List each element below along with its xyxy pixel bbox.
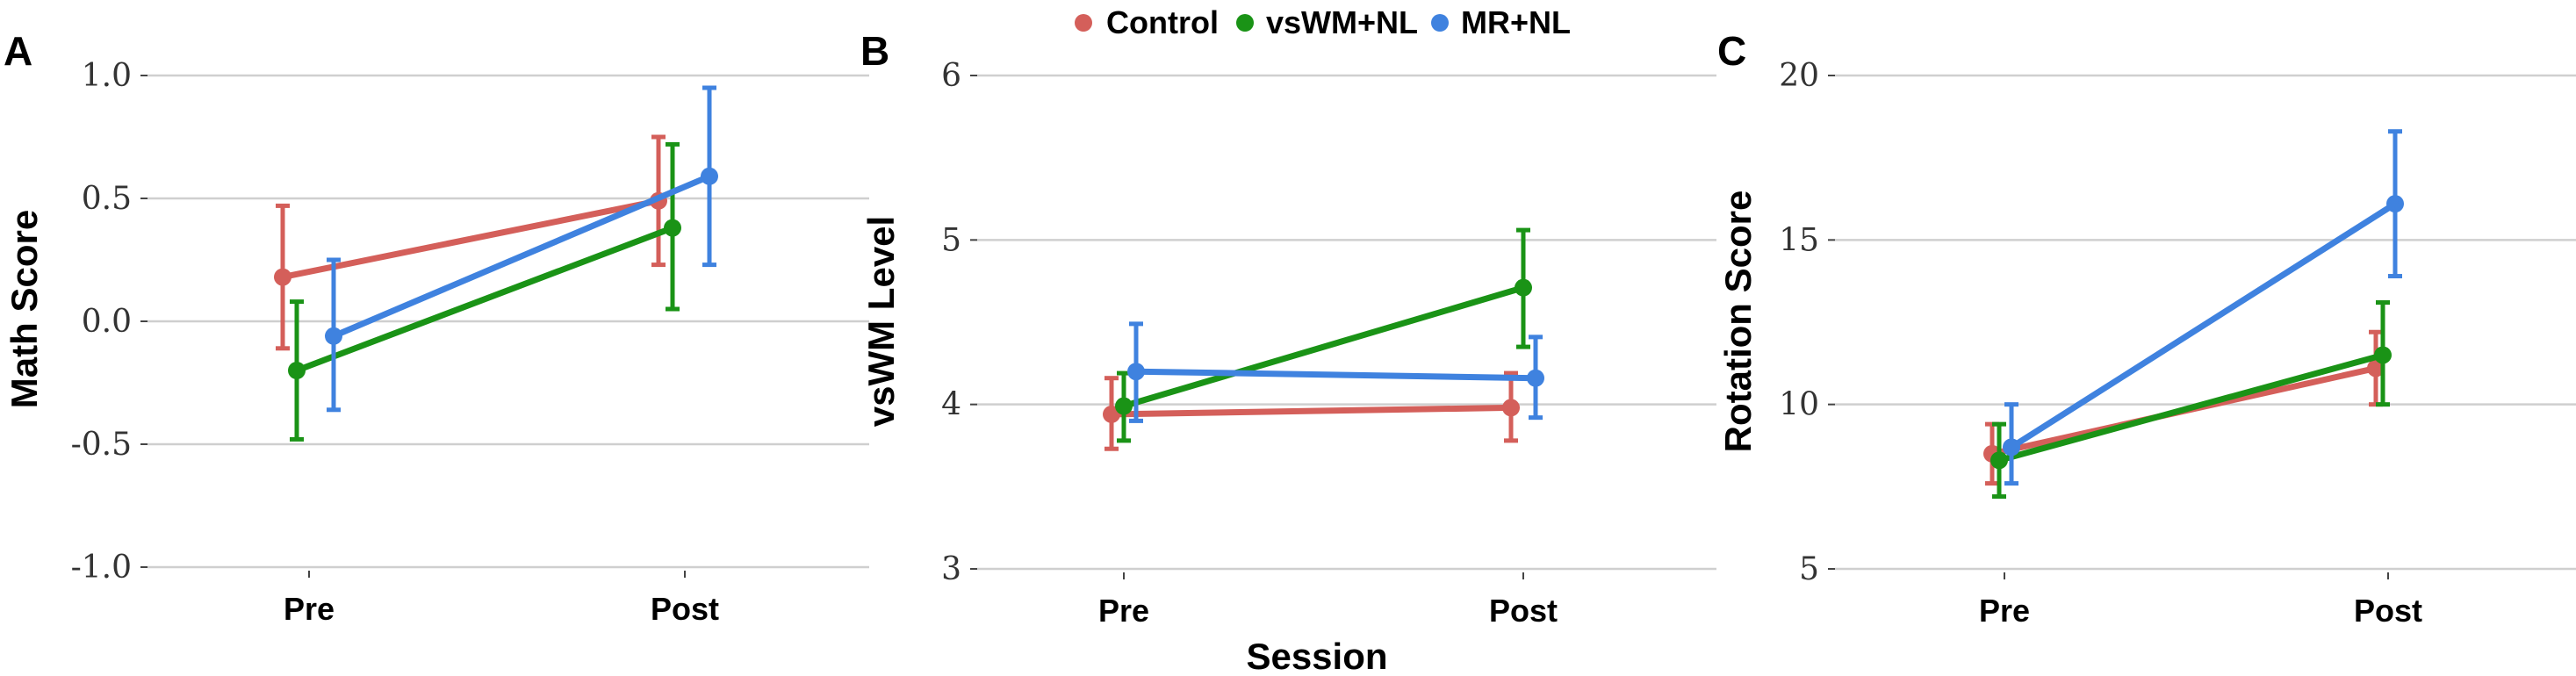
series-line-mr-nl-a bbox=[330, 173, 713, 340]
panel-b: B vsWM Level 3 4 5 6 Pre Post bbox=[860, 28, 1716, 629]
data-point-control-a bbox=[274, 268, 291, 286]
y-tick-label-a: 0.0 bbox=[82, 304, 132, 340]
x-axis-label: Session bbox=[1246, 636, 1387, 676]
y-tick-label-c: 20 bbox=[1779, 58, 1819, 94]
y-tick-label-a: -0.5 bbox=[71, 427, 132, 463]
data-point-control-b bbox=[1502, 399, 1520, 417]
series-line-vswm-nl-c bbox=[1996, 351, 2386, 464]
panel-letter-c: C bbox=[1717, 28, 1746, 74]
panel-letter-b: B bbox=[860, 28, 889, 74]
legend-item-control: Control bbox=[1075, 4, 1219, 40]
data-point-control-b bbox=[1103, 405, 1120, 423]
y-tick-label-b: 5 bbox=[941, 222, 961, 258]
y-tick-label-b: 3 bbox=[941, 551, 961, 587]
y-axis-label-b: vsWM Level bbox=[860, 216, 902, 427]
legend-label-control: Control bbox=[1106, 4, 1219, 40]
data-point-vswm-nl-b bbox=[1115, 397, 1133, 415]
y-tick-label-c: 10 bbox=[1779, 387, 1819, 423]
data-point-mr-nl-a bbox=[701, 167, 718, 185]
data-point-mr-nl-b bbox=[1127, 363, 1145, 381]
legend: Control vsWM+NL MR+NL bbox=[1075, 4, 1571, 40]
series-line-mr-nl-b bbox=[1133, 368, 1539, 382]
plot-area-b: 3 4 5 6 Pre Post bbox=[941, 58, 1716, 629]
y-tick-label-a: 1.0 bbox=[82, 58, 132, 94]
x-tick-label-b: Post bbox=[1489, 593, 1558, 629]
x-tick-label-c: Post bbox=[2354, 593, 2422, 629]
x-tick-label-b: Pre bbox=[1098, 593, 1149, 629]
series-line-control-a bbox=[279, 198, 662, 281]
data-point-vswm-nl-c bbox=[2374, 346, 2392, 364]
legend-label-vswm-nl: vsWM+NL bbox=[1266, 4, 1418, 40]
data-point-vswm-nl-b bbox=[1515, 278, 1532, 297]
panel-a: A Math Score -1.0 -0.5 0.0 0.5 1.0 Pre Post bbox=[4, 28, 869, 627]
y-tick-label-c: 15 bbox=[1779, 222, 1819, 258]
y-tick-label-c: 5 bbox=[1799, 551, 1819, 587]
y-tick-label-a: 0.5 bbox=[82, 181, 132, 217]
y-tick-label-b: 4 bbox=[941, 387, 961, 423]
y-tick-label-b: 6 bbox=[941, 58, 961, 94]
y-axis-label-a: Math Score bbox=[4, 210, 45, 408]
data-point-mr-nl-c bbox=[2386, 195, 2404, 213]
data-point-vswm-nl-a bbox=[288, 362, 306, 379]
data-point-mr-nl-a bbox=[325, 327, 342, 345]
plot-area-c: 5 10 15 20 Pre Post bbox=[1779, 58, 2576, 629]
y-tick-label-a: -1.0 bbox=[71, 550, 132, 586]
data-point-mr-nl-b bbox=[1527, 369, 1544, 387]
x-tick-label-c: Pre bbox=[1979, 593, 2030, 629]
series-line-vswm-nl-b bbox=[1120, 284, 1527, 410]
series-line-vswm-nl-a bbox=[293, 225, 676, 374]
legend-swatch-control bbox=[1075, 14, 1092, 32]
legend-swatch-mr-nl bbox=[1431, 14, 1449, 32]
x-tick-label-a: Post bbox=[651, 591, 719, 627]
panel-letter-a: A bbox=[4, 28, 32, 74]
data-point-vswm-nl-a bbox=[664, 219, 681, 237]
legend-item-vswm-nl: vsWM+NL bbox=[1236, 4, 1418, 40]
panel-c: C Rotation Score 5 10 15 20 Pre Post bbox=[1717, 28, 2576, 629]
plot-area-a: -1.0 -0.5 0.0 0.5 1.0 Pre Post bbox=[71, 58, 869, 627]
data-point-vswm-nl-c bbox=[1990, 451, 2008, 470]
series-line-mr-nl-c bbox=[2008, 200, 2399, 450]
data-point-mr-nl-c bbox=[2003, 438, 2020, 457]
legend-label-mr-nl: MR+NL bbox=[1461, 4, 1571, 40]
data-point-control-c bbox=[2367, 359, 2385, 378]
x-tick-label-a: Pre bbox=[284, 591, 335, 627]
y-axis-label-c: Rotation Score bbox=[1717, 191, 1759, 453]
legend-swatch-vswm-nl bbox=[1236, 14, 1254, 32]
series-line-control-b bbox=[1108, 404, 1515, 418]
legend-item-mr-nl: MR+NL bbox=[1431, 4, 1571, 40]
